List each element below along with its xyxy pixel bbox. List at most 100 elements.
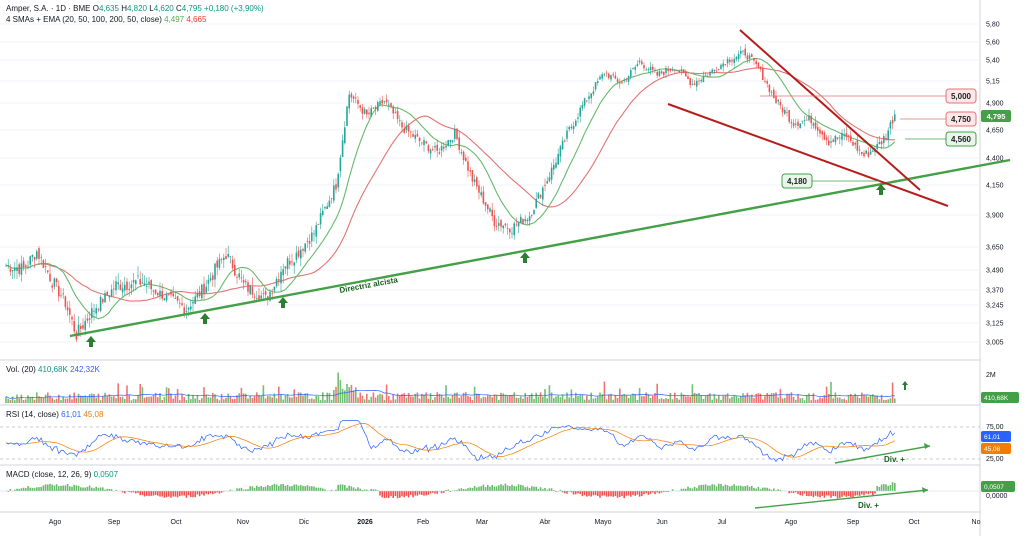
low-label: L: [149, 4, 154, 13]
volume-bar: [82, 395, 84, 403]
volume-bar: [113, 396, 115, 403]
volume-bar: [821, 398, 823, 403]
volume-bar: [69, 394, 71, 403]
macd-histogram-bar: [740, 485, 742, 491]
volume-bar: [168, 388, 170, 403]
macd-histogram-bar: [396, 491, 399, 499]
candle-body: [667, 69, 669, 72]
volume-bar: [410, 396, 412, 403]
macd-histogram-bar: [599, 491, 601, 498]
macd-histogram-bar: [414, 491, 416, 496]
macd-histogram-bar: [731, 485, 733, 491]
volume-bar: [561, 395, 564, 403]
volume-bar: [247, 398, 249, 403]
volume-bar: [152, 394, 155, 403]
macd-histogram-bar: [564, 491, 566, 494]
volume-bar: [623, 393, 625, 403]
candle-body: [685, 72, 687, 77]
macd-histogram-bar: [790, 491, 793, 493]
volume-bar: [447, 396, 449, 403]
macd-histogram-bar: [359, 488, 361, 491]
volume-bar: [436, 392, 438, 403]
volume-bar: [865, 395, 867, 403]
volume-bar: [812, 393, 815, 403]
candle-body: [333, 185, 335, 201]
volume-bar: [841, 399, 843, 403]
volume-bar: [762, 399, 764, 403]
volume-bar: [625, 395, 628, 403]
macd-histogram-bar: [623, 491, 625, 499]
macd-histogram-bar: [264, 486, 267, 491]
candle-body: [784, 109, 786, 114]
volume-bar: [586, 395, 588, 403]
macd-histogram-bar: [645, 491, 647, 494]
candle-body: [627, 76, 630, 82]
candle-body: [126, 281, 128, 290]
volume-bar: [621, 394, 623, 403]
open-label: O: [92, 4, 99, 13]
candle-body: [348, 94, 350, 109]
volume-bar: [190, 399, 192, 403]
candle-body: [735, 56, 738, 60]
volume-bar: [115, 398, 117, 403]
volume-bar: [429, 393, 432, 403]
candle-body: [790, 122, 793, 124]
volume-bar: [326, 392, 328, 403]
candle-body: [403, 128, 405, 133]
candle-body: [220, 259, 223, 261]
candle-body: [346, 106, 348, 126]
macd-last-tag: [981, 481, 1015, 492]
volume-bar: [141, 387, 144, 403]
macd-histogram-bar: [38, 487, 40, 491]
candle-body: [850, 135, 852, 141]
candle-body: [295, 252, 298, 260]
candle-body: [564, 140, 566, 142]
x-tick-label: 2026: [357, 519, 373, 526]
candle-body: [366, 109, 368, 115]
volume-bar: [660, 398, 663, 403]
candle-body: [555, 162, 557, 168]
y-tick-label: 3,245: [986, 303, 1004, 310]
macd-histogram-bar: [95, 486, 97, 491]
macd-histogram-bar: [863, 491, 865, 496]
candle-body: [231, 259, 234, 269]
candle-body: [196, 293, 199, 298]
candle-body: [209, 278, 212, 281]
macd-histogram-bar: [458, 488, 460, 491]
volume-bar: [592, 398, 595, 403]
candle-body: [636, 64, 639, 67]
candle-body: [801, 120, 804, 122]
macd-histogram-bar: [115, 490, 117, 491]
candle-body: [680, 69, 683, 71]
volume-bar: [216, 398, 218, 403]
macd-histogram-bar: [14, 489, 16, 491]
symbol-title: Amper, S.A. · 1D · BME: [6, 4, 91, 13]
macd-histogram-bar: [484, 487, 487, 491]
candle-body: [845, 133, 848, 138]
macd-histogram-bar: [339, 484, 342, 491]
volume-bar: [308, 398, 311, 403]
volume-bar: [264, 398, 267, 403]
candle-body: [291, 261, 293, 263]
close-value: 4,795: [181, 4, 202, 13]
candle-body: [775, 96, 777, 103]
macd-histogram-bar: [16, 488, 18, 491]
volume-bar: [289, 397, 291, 403]
macd-histogram-bar: [311, 486, 313, 491]
macd-histogram-bar: [592, 491, 595, 496]
macd-histogram-bar: [751, 485, 753, 491]
candle-body: [176, 296, 179, 301]
macd-histogram-bar: [625, 491, 628, 496]
candle-body: [803, 120, 806, 121]
volume-bar: [146, 396, 148, 403]
macd-histogram-bar: [792, 491, 795, 494]
macd-histogram-bar: [498, 485, 500, 491]
candle-body: [469, 170, 471, 172]
candle-body: [863, 152, 865, 157]
volume-bar: [854, 393, 856, 403]
volume-bar: [51, 397, 53, 403]
volume-bar: [73, 392, 75, 403]
volume-bar: [14, 400, 16, 403]
chart-header: Amper, S.A. · 1D · BME O4,635 H4,820 L4,…: [6, 4, 264, 13]
